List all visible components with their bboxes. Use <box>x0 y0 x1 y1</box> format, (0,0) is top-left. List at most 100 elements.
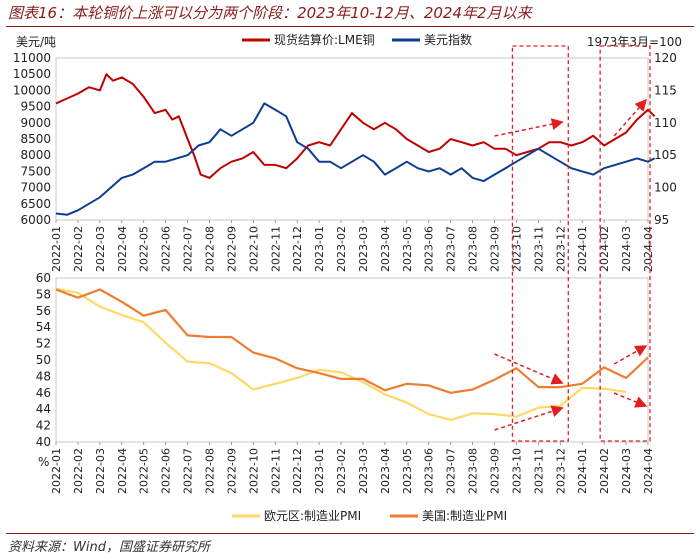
top-x-tick-label: 2022-04 <box>116 226 129 272</box>
top-right-tick-label: 95 <box>654 213 669 227</box>
top-x-tick-label: 2024-04 <box>642 226 655 272</box>
bottom-x-tick-label: 2023-03 <box>357 448 370 494</box>
arrow-eu-pmi-stage2-down <box>613 392 648 408</box>
bottom-x-tick-label: 2022-02 <box>72 448 85 494</box>
bottom-x-tick-label: 2022-08 <box>203 448 216 494</box>
arrow-us-pmi-stage1-down <box>494 353 564 385</box>
bottom-x-tick-label: 2022-10 <box>247 448 260 494</box>
legend-copper-label: 现货结算价:LME铜 <box>274 32 375 47</box>
top-x-tick-label: 2023-01 <box>313 226 326 272</box>
top-x-tick-label: 2022-10 <box>247 226 260 272</box>
top-x-tick-label: 2022-11 <box>269 226 282 272</box>
top-left-tick-label: 7000 <box>20 181 51 195</box>
bottom-x-tick-label: 2023-07 <box>445 448 458 494</box>
top-x-tick-label: 2023-10 <box>510 226 523 272</box>
arrow-copper-stage1 <box>494 118 564 137</box>
top-left-tick-label: 6000 <box>20 213 51 227</box>
usd-index-line <box>55 102 656 216</box>
bottom-x-tick-label: 2023-02 <box>335 448 348 494</box>
top-x-tick-label: 2022-02 <box>72 226 85 272</box>
bottom-x-tick-label: 2024-02 <box>598 448 611 494</box>
arrow-eu-pmi-stage1-up <box>494 405 564 431</box>
top-x-tick-label: 2024-03 <box>620 226 633 272</box>
eurozone-pmi-line <box>55 287 627 421</box>
top-x-tick-label: 2023-09 <box>489 226 502 272</box>
top-x-tick-label: 2023-02 <box>335 226 348 272</box>
top-left-axis-label: 美元/吨 <box>16 35 56 49</box>
top-right-tick-label: 110 <box>654 116 677 130</box>
top-x-tick-label: 2022-01 <box>50 226 63 272</box>
bottom-x-tick-label: 2022-01 <box>50 448 63 494</box>
top-left-tick-label: 10000 <box>13 83 51 97</box>
bottom-x-tick-label: 2023-10 <box>510 448 523 494</box>
bottom-y-axis-label: % <box>38 455 49 469</box>
title-rule <box>6 26 694 27</box>
top-left-tick-label: 6500 <box>20 197 51 211</box>
bottom-x-tick-label: 2023-05 <box>401 448 414 494</box>
us-pmi-line <box>55 288 649 394</box>
top-left-tick-label: 11000 <box>13 51 51 65</box>
top-x-tick-label: 2023-08 <box>467 226 480 272</box>
bottom-y-tick-label: 54 <box>36 320 51 334</box>
top-x-tick-label: 2024-01 <box>576 226 589 272</box>
source-rule <box>6 533 694 534</box>
bottom-x-tick-label: 2023-12 <box>554 448 567 494</box>
top-x-tick-label: 2023-07 <box>445 226 458 272</box>
bottom-x-tick-label: 2024-03 <box>620 448 633 494</box>
bottom-x-tick-label: 2022-04 <box>116 448 129 494</box>
bottom-x-tick-label: 2023-08 <box>467 448 480 494</box>
top-x-tick-label: 2023-12 <box>554 226 567 272</box>
bottom-y-tick-label: 46 <box>36 386 51 400</box>
top-x-tick-label: 2022-12 <box>291 226 304 272</box>
top-left-tick-label: 8500 <box>20 132 51 146</box>
top-x-tick-label: 2022-05 <box>138 226 151 272</box>
bottom-plot-frame <box>55 277 649 443</box>
bottom-x-tick-label: 2024-01 <box>576 448 589 494</box>
bottom-y-tick-label: 56 <box>36 304 51 318</box>
top-x-tick-label: 2022-06 <box>160 226 173 272</box>
top-x-tick-label: 2024-02 <box>598 226 611 272</box>
source-note: 资料来源：Wind，国盛证券研究所 <box>8 540 210 555</box>
legend-eu-pmi-label: 欧元区:制造业PMI <box>264 509 361 523</box>
top-right-tick-label: 100 <box>654 181 677 195</box>
top-left-tick-label: 7500 <box>20 164 51 178</box>
top-x-tick-label: 2023-06 <box>423 226 436 272</box>
top-right-tick-label: 105 <box>654 148 677 162</box>
top-right-tick-label: 120 <box>654 51 677 65</box>
bottom-x-tick-label: 2022-07 <box>182 448 195 494</box>
top-right-tick-label: 115 <box>654 83 677 97</box>
bottom-x-tick-label: 2022-03 <box>94 448 107 494</box>
bottom-x-tick-label: 2023-01 <box>313 448 326 494</box>
copper-price-line <box>55 73 656 179</box>
arrow-copper-stage2 <box>613 98 647 137</box>
chart-title: 图表16：本轮铜价上涨可以分为两个阶段：2023年10-12月、2024年2月以… <box>8 4 532 22</box>
bottom-x-tick-label: 2022-12 <box>291 448 304 494</box>
highlight-box-stage1 <box>511 45 569 442</box>
bottom-x-tick-label: 2024-04 <box>642 448 655 494</box>
highlight-box-stage2 <box>599 45 651 442</box>
bottom-x-tick-label: 2022-09 <box>225 448 238 494</box>
bottom-y-tick-label: 60 <box>36 271 51 285</box>
bottom-x-tick-label: 2022-11 <box>269 448 282 494</box>
top-left-tick-label: 10500 <box>13 67 51 81</box>
top-x-tick-label: 2023-05 <box>401 226 414 272</box>
arrow-us-pmi-stage2-up <box>613 345 648 365</box>
bottom-y-tick-label: 48 <box>36 369 51 383</box>
top-plot-frame <box>55 57 649 221</box>
top-right-axis-label: 1973年3月=100 <box>587 35 682 49</box>
top-left-tick-label: 9000 <box>20 116 51 130</box>
bottom-x-tick-label: 2023-11 <box>532 448 545 494</box>
bottom-y-tick-label: 40 <box>36 435 51 449</box>
top-x-tick-label: 2022-07 <box>182 226 195 272</box>
bottom-y-tick-label: 52 <box>36 337 51 351</box>
bottom-y-tick-label: 44 <box>36 402 51 416</box>
legend-usd-label: 美元指数 <box>424 32 472 47</box>
bottom-x-tick-label: 2023-09 <box>489 448 502 494</box>
bottom-y-tick-label: 42 <box>36 419 51 433</box>
bottom-y-tick-label: 50 <box>36 353 51 367</box>
top-left-tick-label: 9500 <box>20 100 51 114</box>
bottom-y-tick-label: 58 <box>36 287 51 301</box>
top-x-tick-label: 2022-03 <box>94 226 107 272</box>
legend-us-pmi-label: 美国:制造业PMI <box>422 509 507 523</box>
